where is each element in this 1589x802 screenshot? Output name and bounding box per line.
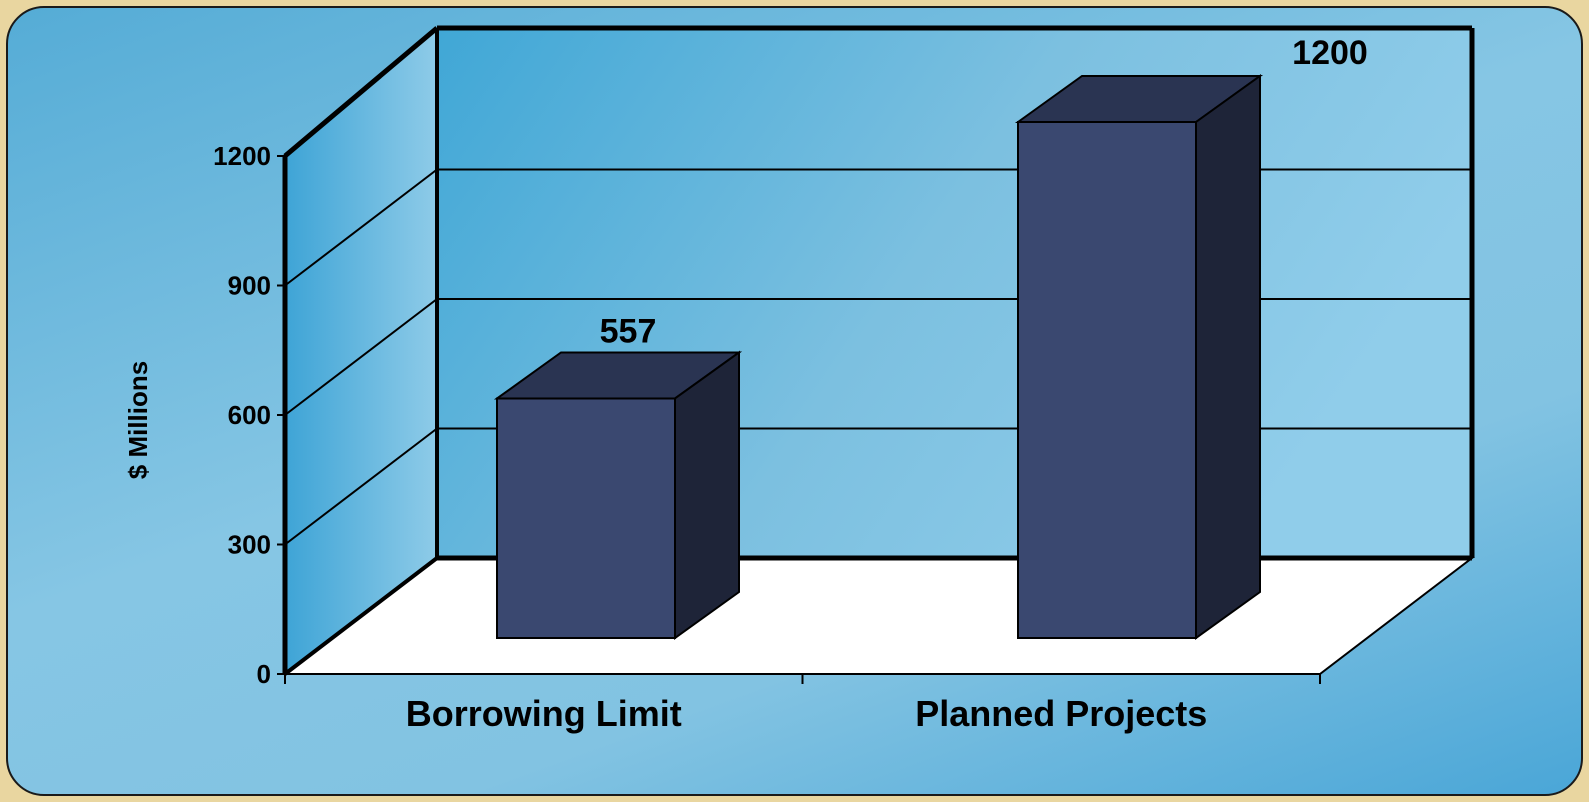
bar <box>1014 74 1264 640</box>
bars <box>493 74 1264 640</box>
y-tick-label: 1200 <box>213 141 271 171</box>
x-category-label: Planned Projects <box>915 693 1207 734</box>
bar-side-face <box>674 350 740 640</box>
y-tick-label: 900 <box>228 271 271 301</box>
side-wall <box>285 28 437 674</box>
side-floor-edge <box>283 556 439 676</box>
side-gridline <box>284 298 438 416</box>
floor <box>282 557 1475 675</box>
y-tick-label: 0 <box>257 659 271 689</box>
y-axis-title: $ Millions <box>123 361 153 479</box>
bar-front-face <box>496 397 676 639</box>
bar-chart: 0 300 600 900 1200 557 Borrowing Limit 1200 Plan… <box>123 25 1475 734</box>
top-left-edge <box>283 26 439 158</box>
x-category-label: Borrowing Limit <box>406 693 682 734</box>
labels: 0 300 600 900 1200 557 Borrowing Limit 1200 Plan… <box>123 34 1368 734</box>
plot-frame <box>282 25 1475 676</box>
data-label: 557 <box>600 312 657 350</box>
bar-side-face <box>1195 74 1261 640</box>
chart-panel: 0 300 600 900 1200 557 Borrowing Limit 1200 Plan… <box>6 6 1583 796</box>
data-label: 1200 <box>1292 34 1368 72</box>
y-tick-label: 600 <box>228 400 271 430</box>
side-gridline <box>284 427 438 546</box>
side-gridline <box>284 168 438 287</box>
bar-front-face <box>1017 121 1197 639</box>
y-tick-label: 300 <box>228 530 271 560</box>
bar <box>493 350 743 640</box>
